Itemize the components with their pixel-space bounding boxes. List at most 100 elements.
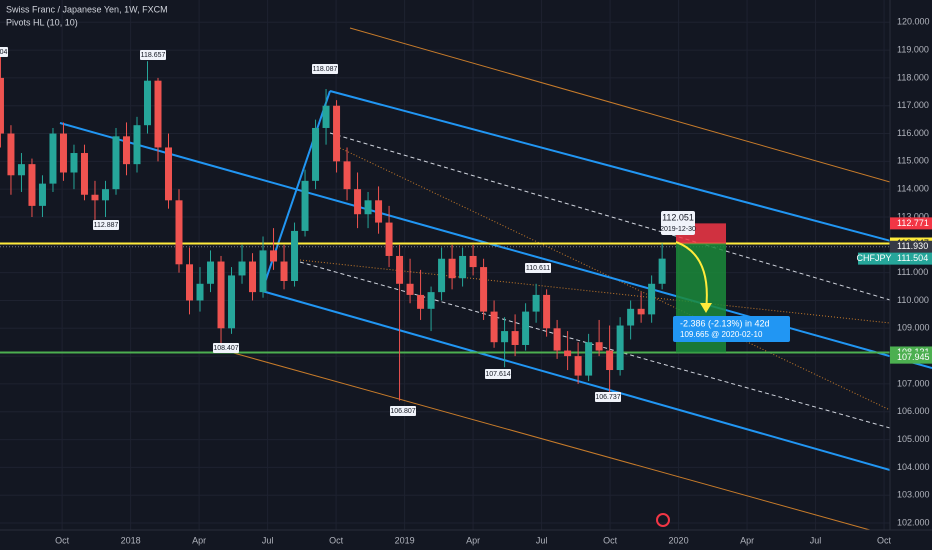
candle-body <box>543 294 551 329</box>
candle-body <box>385 222 393 256</box>
pivot-label: 106.807 <box>390 408 415 415</box>
start-date: 2019-12-30 <box>660 226 696 233</box>
candle-body <box>228 275 236 329</box>
pivot-box <box>0 47 8 57</box>
pivot-label: 118.604 <box>0 49 7 56</box>
candle-body <box>175 200 183 265</box>
candles <box>0 52 666 401</box>
candle-body <box>364 200 372 215</box>
candle-body <box>427 292 435 309</box>
channel-midline <box>329 132 891 301</box>
candle-body <box>375 200 383 223</box>
candle-body <box>564 350 572 357</box>
pivot-label: 106.737 <box>595 394 620 401</box>
x-tick-label: Oct <box>877 535 892 545</box>
price-tag <box>890 252 932 265</box>
price-tag-label: 112.771 <box>897 218 929 228</box>
y-tick-label: 109.000 <box>897 323 930 333</box>
y-tick-label: 110.000 <box>897 295 929 305</box>
price-tag-label: 111.930 <box>897 241 928 251</box>
candle-body <box>354 189 362 215</box>
candle-body <box>595 342 603 351</box>
candle-body <box>186 264 194 301</box>
pivot-box <box>485 369 511 379</box>
candle-body <box>270 250 278 262</box>
candle-body <box>511 331 519 345</box>
candle-body <box>217 261 225 329</box>
projection-arrow <box>675 241 708 311</box>
candle-body <box>553 328 561 351</box>
start-box <box>661 211 695 235</box>
y-tick-label: 116.000 <box>897 128 929 138</box>
candle-body <box>312 127 320 181</box>
x-tick-label: Apr <box>466 535 480 545</box>
channel-line <box>329 90 932 253</box>
candle-body <box>322 105 330 128</box>
y-tick-label: 119.000 <box>897 44 929 54</box>
y-tick-label: 118.000 <box>897 72 929 82</box>
pivot-box <box>312 64 338 74</box>
pivot-label: 118.087 <box>313 66 338 73</box>
indicator-label: Pivots HL (10, 10) <box>6 17 78 27</box>
candle-body <box>606 350 614 371</box>
candle-body <box>59 133 67 173</box>
candle-body <box>501 331 509 343</box>
chart-title: Swiss Franc / Japanese Yen, 1W, FXCM <box>6 4 168 14</box>
candle-body <box>469 255 477 268</box>
candle-body <box>333 105 341 162</box>
pivot-box <box>390 406 416 416</box>
y-tick-label: 107.000 <box>897 378 930 388</box>
candle-body <box>438 258 446 293</box>
symbol-label: CHFJPY <box>856 253 891 263</box>
pivot-label: 112.887 <box>94 222 119 229</box>
projection-target: 109.665 @ 2020-02-10 <box>680 330 763 339</box>
candle-body <box>249 261 257 293</box>
pivot-box <box>213 343 239 353</box>
y-tick-label: 102.000 <box>897 517 930 527</box>
pivot-label: 107.614 <box>485 371 510 378</box>
projection-change: -2.386 (-2.13%) in 42d <box>680 318 770 328</box>
candle-body <box>259 250 267 293</box>
projection-box <box>673 316 790 342</box>
fib-line <box>339 147 891 411</box>
candle-body <box>459 255 467 279</box>
y-tick-label: 115.000 <box>897 156 929 166</box>
candle-body <box>207 261 215 284</box>
candle-body <box>38 183 46 206</box>
candle-body <box>627 308 635 326</box>
pivot-label: 110.611 <box>526 265 550 272</box>
start-price: 112.051 <box>662 212 694 222</box>
x-tick-label: 2019 <box>395 535 415 545</box>
y-tick-label: 120.000 <box>897 17 930 27</box>
candle-body <box>301 180 309 231</box>
candle-body <box>522 311 530 345</box>
y-tick-label: 104.000 <box>897 462 930 472</box>
candle-body <box>28 164 36 206</box>
pivot-box <box>595 392 621 402</box>
candle-body <box>417 294 425 309</box>
candle-body <box>574 356 582 376</box>
price-tag <box>890 351 932 364</box>
x-tick-label: Jul <box>810 535 822 545</box>
x-tick-label: Jul <box>262 535 274 545</box>
candle-body <box>343 161 351 190</box>
levels <box>0 242 890 354</box>
candle-body <box>49 133 57 184</box>
fib-line <box>229 351 871 531</box>
pivot-box <box>140 50 166 60</box>
x-tick-label: Jul <box>536 535 548 545</box>
arrow-head <box>700 303 712 313</box>
fib-line <box>349 27 891 183</box>
candle-body <box>154 80 162 148</box>
candle-body <box>280 261 288 281</box>
overlay: 112.051 2019-12-30 -2.386 (-2.13%) in 42d 1… <box>0 47 790 416</box>
candle-body <box>585 342 593 376</box>
candle-body <box>616 325 624 371</box>
price-tag-label: 107.945 <box>897 352 930 362</box>
y-tick-label: 117.000 <box>897 100 929 110</box>
candle-body <box>291 230 299 281</box>
candle-body <box>490 311 498 343</box>
candle-body <box>406 283 414 295</box>
x-tick-label: 2018 <box>121 535 141 545</box>
